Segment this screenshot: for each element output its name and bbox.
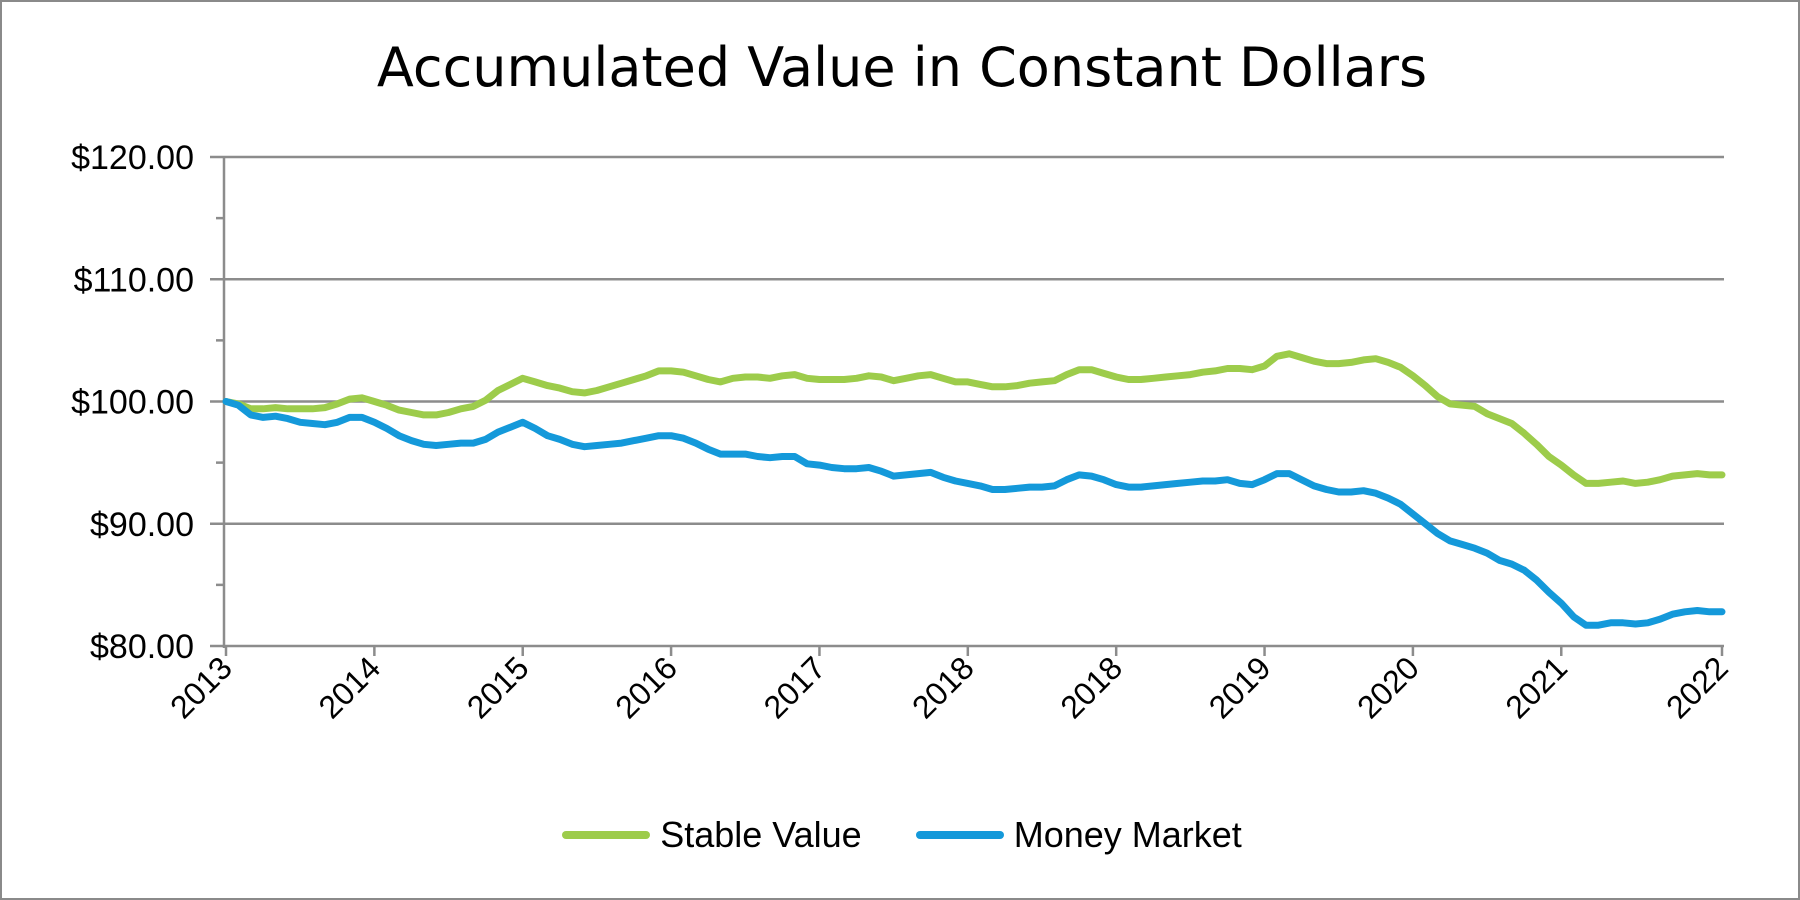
x-tick-label: 2014 — [312, 649, 388, 725]
x-tick-label: 2019 — [1202, 649, 1278, 725]
y-tick-label: $90.00 — [90, 506, 194, 544]
y-tick-label: $100.00 — [71, 384, 194, 422]
legend: Stable Value Money Market — [2, 814, 1798, 856]
y-tick-label: $80.00 — [90, 628, 194, 666]
legend-entry-stable-value: Stable Value — [562, 814, 862, 856]
series-line-stable-value — [222, 350, 1726, 487]
x-tick-label: 2022 — [1659, 649, 1735, 725]
axes — [216, 157, 1724, 656]
legend-label-money-market: Money Market — [1013, 814, 1242, 855]
x-tick-label: 2018 — [905, 649, 981, 725]
y-tick-label: $110.00 — [74, 261, 194, 299]
gridlines — [210, 155, 1724, 648]
series-line-money-market — [222, 398, 1726, 629]
x-tick-label: 2015 — [460, 649, 536, 725]
y-tick-label: $120.00 — [71, 139, 194, 177]
y-tick-labels: $80.00 $90.00 $100.00 $110.00 $120.00 — [71, 139, 194, 666]
series-lines — [222, 350, 1726, 629]
legend-entry-money-market: Money Market — [915, 814, 1242, 856]
chart-title: Accumulated Value in Constant Dollars — [376, 36, 1428, 99]
x-tick-labels: 2013 2014 2015 2016 2017 2018 2018 2019 2020 2021… — [163, 649, 1735, 725]
x-tick-label: 2020 — [1350, 649, 1426, 725]
x-tick-label: 2016 — [608, 649, 684, 725]
legend-label-stable-value: Stable Value — [660, 814, 862, 855]
x-tick-label: 2017 — [757, 649, 833, 725]
legend-swatch-stable-value — [562, 831, 651, 839]
legend-swatch-money-market — [915, 831, 1004, 839]
x-tick-label: 2021 — [1498, 649, 1574, 725]
x-tick-label: 2018 — [1053, 649, 1129, 725]
